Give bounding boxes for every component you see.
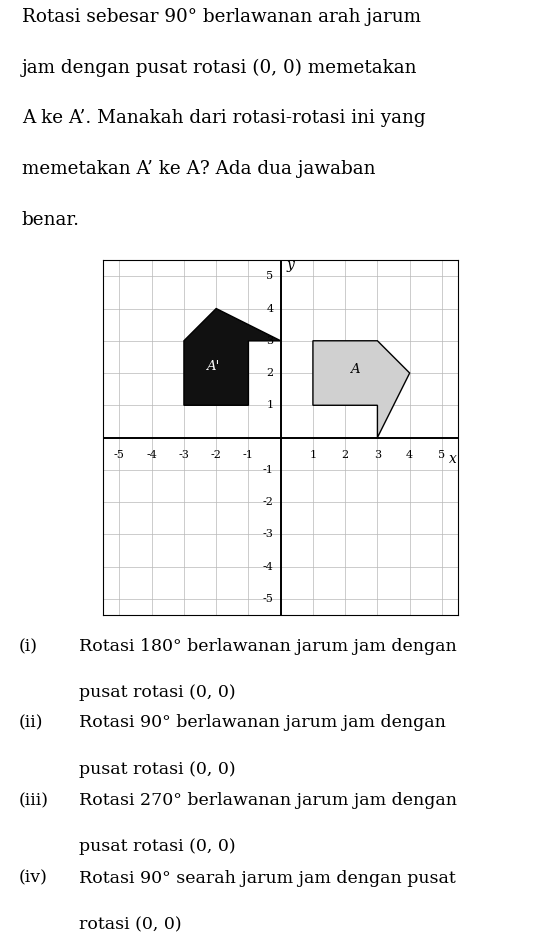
Text: -4: -4 <box>146 449 157 460</box>
Text: -2: -2 <box>211 449 222 460</box>
Text: A ke A’. Manakah dari rotasi-rotasi ini yang: A ke A’. Manakah dari rotasi-rotasi ini … <box>22 110 426 128</box>
Text: Rotasi sebesar 90° berlawanan arah jarum: Rotasi sebesar 90° berlawanan arah jarum <box>22 8 421 26</box>
Text: memetakan A’ ke A? Ada dua jawaban: memetakan A’ ke A? Ada dua jawaban <box>22 160 376 178</box>
Polygon shape <box>313 341 410 437</box>
Text: 4: 4 <box>406 449 413 460</box>
Text: 5: 5 <box>267 272 274 281</box>
Text: -3: -3 <box>178 449 189 460</box>
Text: A: A <box>350 363 360 377</box>
Text: pusat rotasi (0, 0): pusat rotasi (0, 0) <box>79 761 235 778</box>
Text: benar.: benar. <box>22 211 80 229</box>
Text: 1: 1 <box>267 400 274 411</box>
Text: (ii): (ii) <box>19 714 44 731</box>
Text: jam dengan pusat rotasi (0, 0) memetakan: jam dengan pusat rotasi (0, 0) memetakan <box>22 59 417 77</box>
Text: -2: -2 <box>263 497 274 507</box>
Text: -3: -3 <box>263 529 274 539</box>
Text: 3: 3 <box>374 449 381 460</box>
Text: (iv): (iv) <box>19 870 48 886</box>
Text: 5: 5 <box>438 449 445 460</box>
Text: A': A' <box>207 360 220 373</box>
Text: (i): (i) <box>19 638 38 655</box>
Text: y: y <box>287 258 294 272</box>
Text: -5: -5 <box>263 594 274 604</box>
Text: rotasi (0, 0): rotasi (0, 0) <box>79 916 181 933</box>
Text: Rotasi 90° berlawanan jarum jam dengan: Rotasi 90° berlawanan jarum jam dengan <box>79 714 446 731</box>
Text: (iii): (iii) <box>19 792 49 809</box>
Text: 2: 2 <box>342 449 349 460</box>
Text: -5: -5 <box>114 449 125 460</box>
Text: 3: 3 <box>267 336 274 346</box>
Polygon shape <box>184 308 281 405</box>
Text: pusat rotasi (0, 0): pusat rotasi (0, 0) <box>79 838 235 855</box>
Text: x: x <box>449 452 457 466</box>
Text: 2: 2 <box>267 368 274 378</box>
Text: -4: -4 <box>263 562 274 571</box>
Text: -1: -1 <box>263 464 274 475</box>
Text: -1: -1 <box>243 449 254 460</box>
Text: Rotasi 90° searah jarum jam dengan pusat: Rotasi 90° searah jarum jam dengan pusat <box>79 870 456 886</box>
Text: Rotasi 270° berlawanan jarum jam dengan: Rotasi 270° berlawanan jarum jam dengan <box>79 792 457 809</box>
Text: 1: 1 <box>310 449 317 460</box>
Text: Rotasi 180° berlawanan jarum jam dengan: Rotasi 180° berlawanan jarum jam dengan <box>79 638 457 655</box>
Text: 4: 4 <box>267 304 274 313</box>
Text: pusat rotasi (0, 0): pusat rotasi (0, 0) <box>79 685 235 701</box>
